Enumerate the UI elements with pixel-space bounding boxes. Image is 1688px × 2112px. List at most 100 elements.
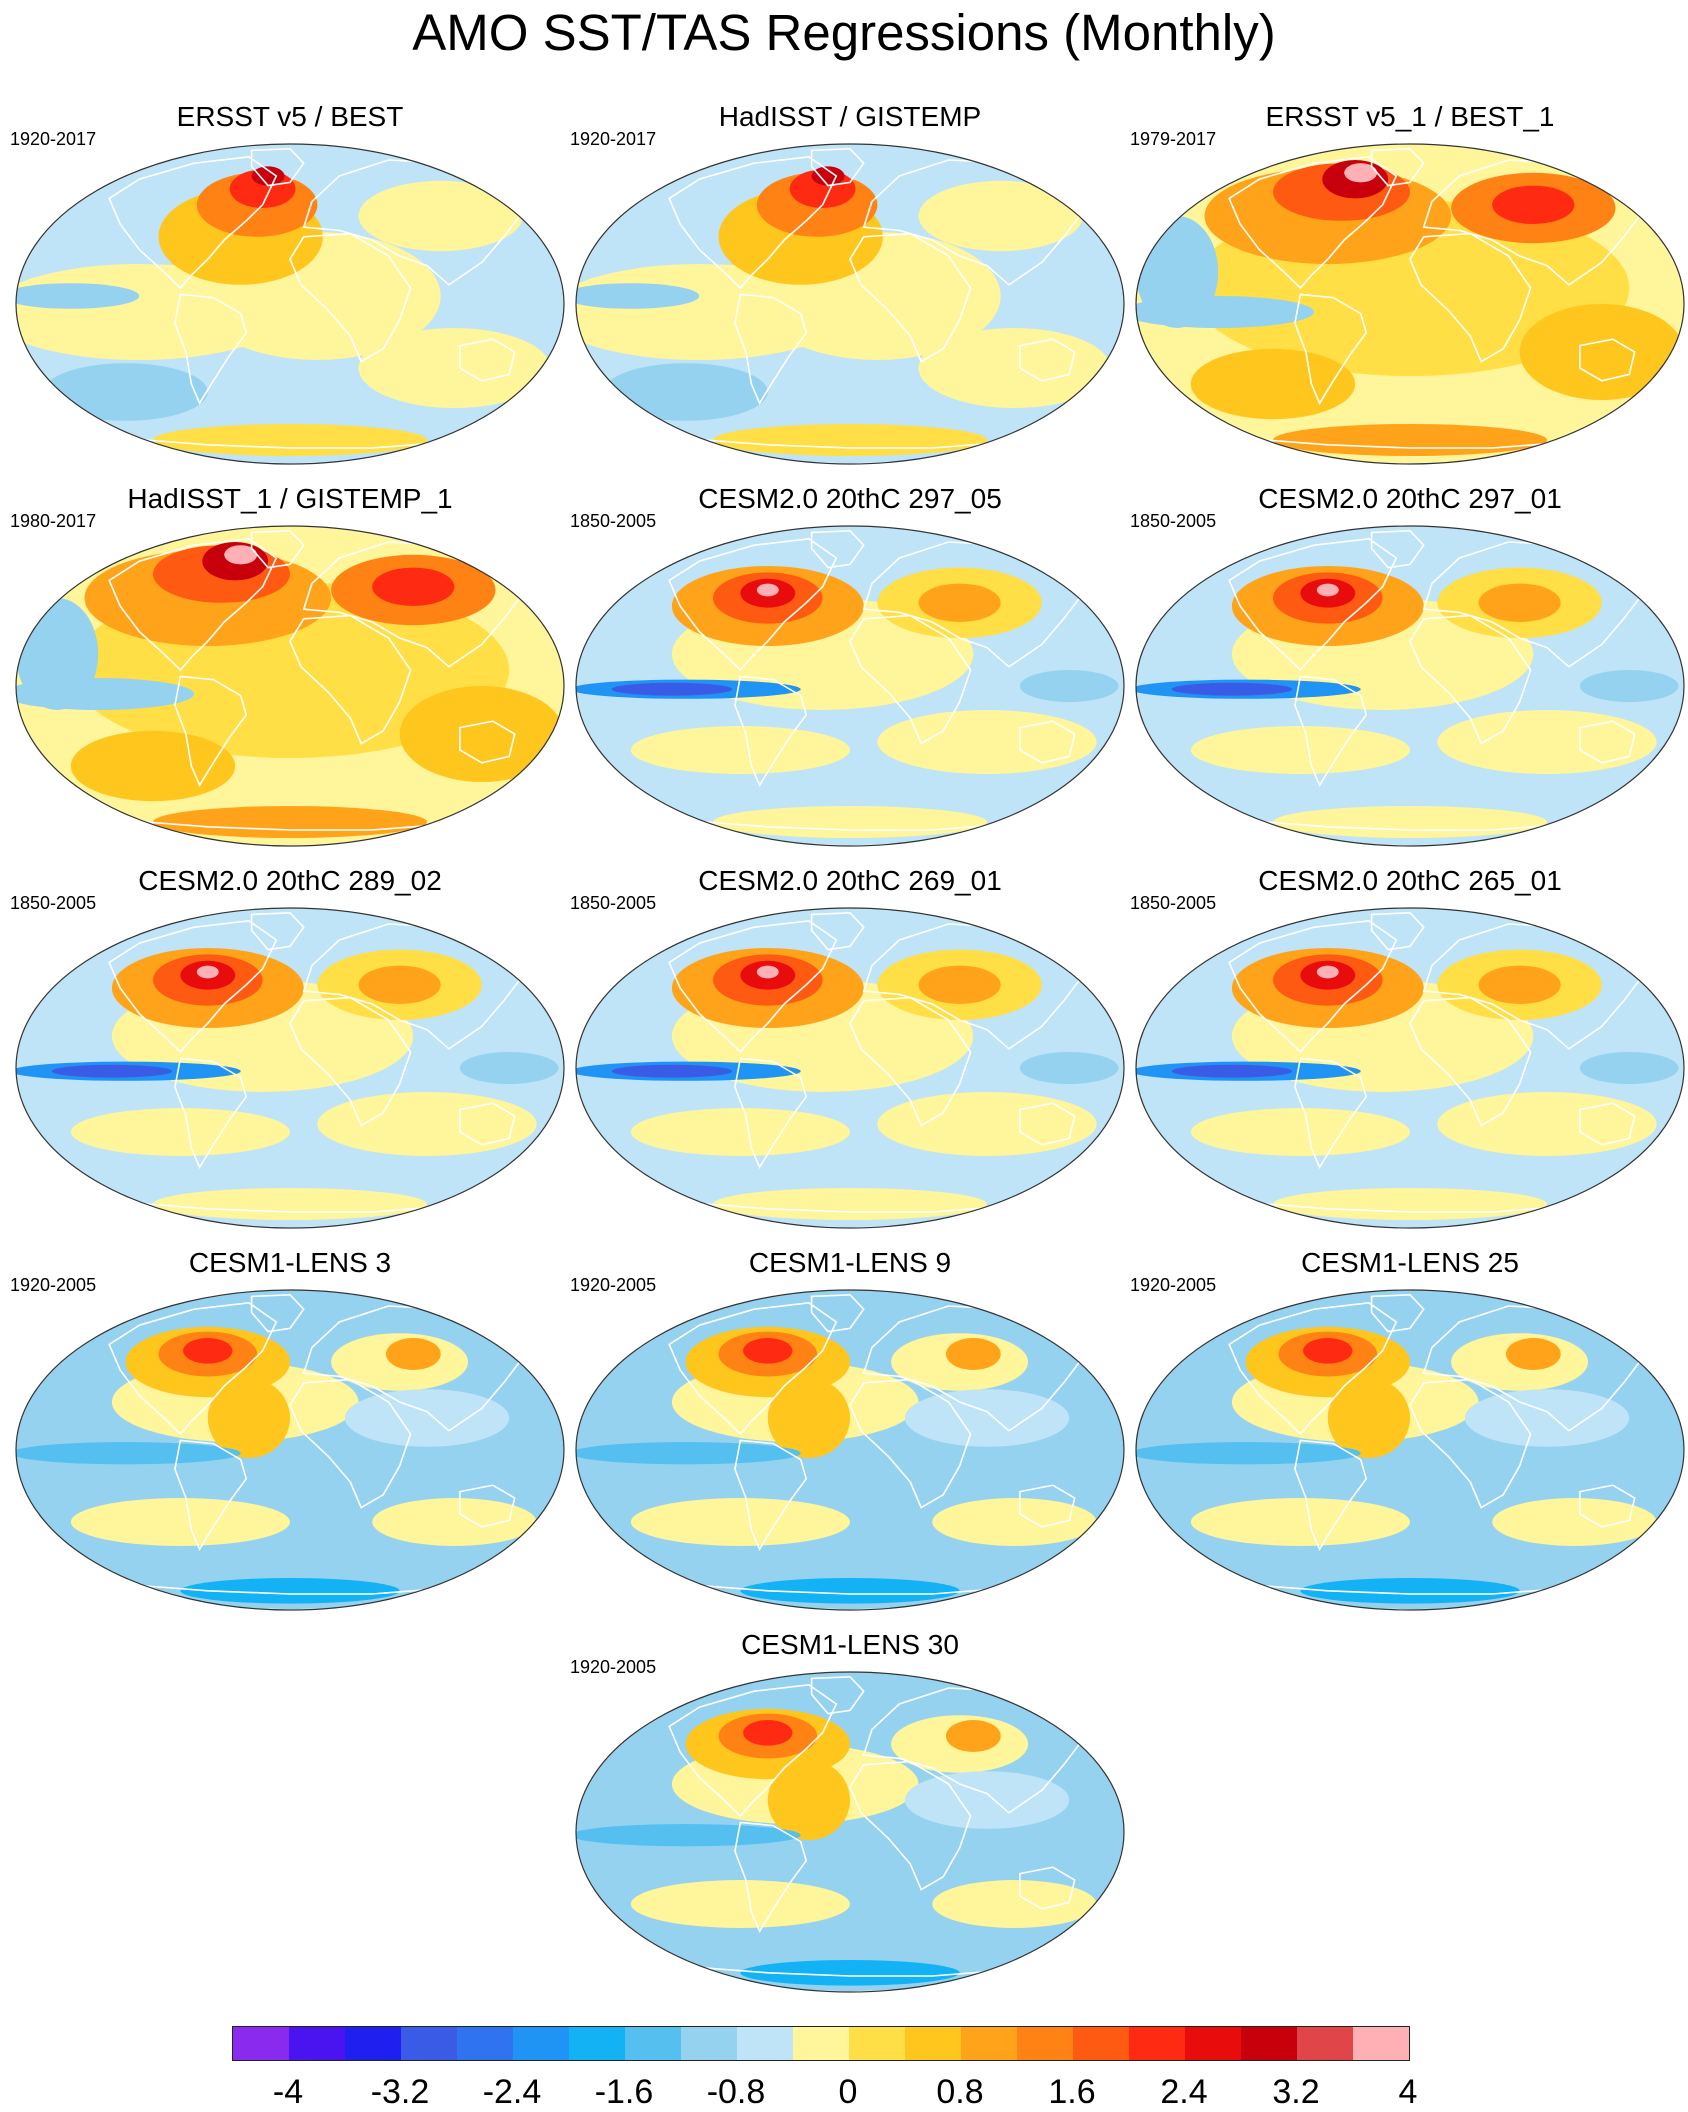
coastline-eurasia	[302, 541, 527, 668]
field-contour	[1492, 185, 1575, 224]
field-contour	[1478, 583, 1561, 622]
coastline-southAmerica	[734, 1821, 808, 1933]
world-map	[1135, 1289, 1685, 1611]
coastline-australia	[1019, 720, 1076, 764]
field-contour	[611, 682, 733, 696]
colorbar-swatch	[681, 2027, 737, 2060]
field-contour	[1316, 965, 1339, 979]
field-contour	[16, 1442, 241, 1465]
map-panel: ERSST v5_1 / BEST_1 1979-2017	[1130, 100, 1688, 470]
field-contour	[740, 1578, 960, 1604]
colorbar-swatch	[345, 2027, 401, 2060]
colorbar-swatch	[1353, 2027, 1409, 2060]
colorbar-tick-label: 0	[838, 2073, 858, 2111]
coastline-australia	[459, 338, 516, 382]
coastline-northAmerica	[1228, 537, 1398, 672]
field-contour	[196, 965, 219, 979]
colorbar-tick-label: -4	[272, 2073, 304, 2111]
field-contour	[743, 1720, 793, 1746]
colorbar-swatch	[1297, 2027, 1353, 2060]
field-contour	[767, 1760, 850, 1840]
map-border	[575, 1289, 1125, 1611]
colorbar-swatch	[569, 2027, 625, 2060]
coastline-africa	[849, 614, 972, 745]
coastline-greenland	[810, 911, 865, 951]
coastline-africa	[289, 1378, 412, 1509]
panel-title: CESM1-LENS 25	[1301, 1247, 1519, 1278]
coastline-australia	[1019, 1866, 1076, 1910]
field-contour	[1579, 670, 1679, 702]
colorbar-swatch	[1185, 2027, 1241, 2060]
field-contour	[372, 567, 455, 606]
coastline-southAmerica	[174, 1057, 248, 1169]
colorbar-tick-label: -1.6	[594, 2073, 654, 2111]
coastline-africa	[1409, 1378, 1532, 1509]
field-contour	[576, 283, 700, 309]
map-border	[1135, 143, 1685, 465]
coastline-northAmerica	[1228, 1301, 1398, 1436]
world-map	[15, 525, 565, 847]
field-contour	[576, 1442, 801, 1465]
field-contour	[1273, 1188, 1547, 1220]
field-contour	[877, 1092, 1097, 1156]
field-contour	[918, 583, 1001, 622]
field-contour	[756, 965, 779, 979]
field-contour	[918, 180, 1083, 252]
coastline-africa	[849, 996, 972, 1127]
field-contour	[1316, 583, 1339, 597]
map-panel: CESM2.0 20thC 297_05 1850-2005	[570, 482, 1130, 852]
field-contour	[358, 180, 523, 252]
field-contour	[1171, 1064, 1293, 1078]
coastline-greenland	[250, 1293, 305, 1333]
panel-period: 1920-2005	[570, 1275, 657, 1295]
coastline-northAmerica	[668, 1683, 838, 1818]
coastline-northAmerica	[108, 537, 278, 672]
colorbar-tick-label: 1.6	[1048, 2073, 1096, 2111]
coastline-southAmerica	[1294, 1439, 1368, 1551]
field-contour	[918, 965, 1001, 1004]
coastline-northAmerica	[668, 155, 838, 290]
panel-period: 1979-2017	[1130, 129, 1217, 149]
field-contour	[317, 1092, 537, 1156]
field-contour	[713, 1188, 987, 1220]
coastline-australia	[459, 1484, 516, 1528]
colorbar-swatch	[513, 2027, 569, 2060]
coastline-eurasia	[862, 923, 1087, 1050]
coastline-eurasia	[862, 1687, 1087, 1814]
field-contour	[251, 166, 285, 186]
colorbar-swatch	[793, 2027, 849, 2060]
field-contour	[1327, 1378, 1410, 1458]
panel-period: 1850-2005	[1130, 511, 1217, 531]
map-panel: CESM2.0 20thC 289_02 1850-2005	[10, 864, 570, 1234]
colorbar-tick-label: -3.2	[370, 2073, 430, 2111]
colorbar-swatch	[625, 2027, 681, 2060]
main-title: AMO SST/TAS Regressions (Monthly)	[412, 4, 1276, 61]
field-contour	[51, 1064, 173, 1078]
colorbar-swatch	[233, 2027, 289, 2060]
coastline-africa	[849, 1760, 972, 1891]
panel-period: 1920-2005	[570, 1657, 657, 1677]
coastline-africa	[1409, 614, 1532, 745]
coastline-eurasia	[1422, 1305, 1647, 1432]
map-border	[575, 525, 1125, 847]
field-contour	[932, 1880, 1097, 1928]
coastline-northAmerica	[1228, 155, 1398, 290]
field-contour	[1478, 965, 1561, 1004]
field-contour	[1464, 1389, 1630, 1447]
panel-title: CESM2.0 20thC 265_01	[1258, 865, 1562, 896]
coastline-greenland	[1370, 1293, 1425, 1333]
coastline-africa	[289, 614, 412, 745]
field-contour	[70, 1498, 291, 1546]
colorbar-swatch	[961, 2027, 1017, 2060]
panel-period: 1850-2005	[10, 893, 97, 913]
map-panel: HadISST / GISTEMP 1920-2017	[570, 100, 1130, 470]
map-panel: CESM2.0 20thC 269_01 1850-2005	[570, 864, 1130, 1234]
field-contour	[630, 1498, 850, 1546]
coastline-australia	[1579, 1484, 1636, 1528]
coastline-northAmerica	[108, 1301, 278, 1436]
world-map	[15, 1289, 565, 1611]
coastline-southAmerica	[174, 1439, 248, 1551]
coastline-southAmerica	[734, 1057, 808, 1169]
field-contour	[767, 1378, 850, 1458]
field-contour	[904, 1389, 1070, 1447]
